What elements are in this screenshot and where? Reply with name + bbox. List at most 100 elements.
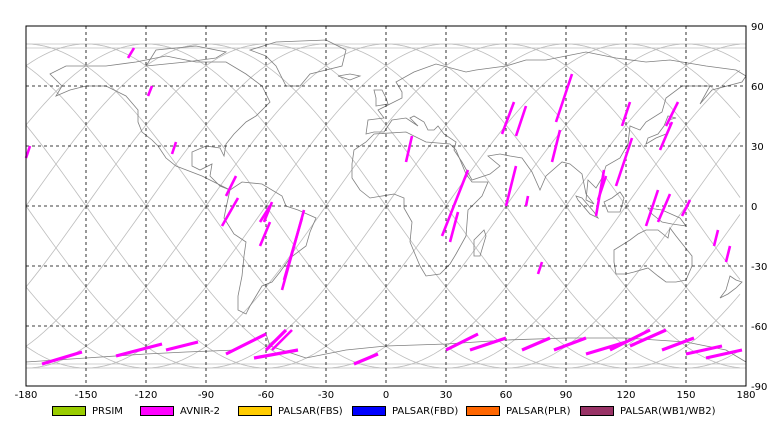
avnir2-footprint [282,217,304,281]
legend-item-avnir2: AVNIR-2 [140,404,220,418]
avnir2-footprint-antarctic [253,348,299,360]
avnir2-footprint [258,221,272,247]
avnir2-footprint-antarctic [705,348,743,360]
legend-swatch [580,406,614,416]
lat-tick-label: -30 [751,262,767,273]
legend-item-palsar-plr: PALSAR(PLR) [466,404,570,418]
lon-tick-label: 60 [500,390,513,400]
avnir2-footprint [644,189,660,227]
avnir2-footprint [554,73,574,123]
coastline-sumatra [575,195,600,220]
orbit-track [25,43,741,369]
avnir2-footprint [224,175,238,197]
avnir2-footprint [680,199,692,217]
legend-swatch [466,406,500,416]
avnir2-footprint [550,129,562,163]
avnir2-footprint-antarctic [629,328,667,348]
lat-tick-label: -90 [751,382,767,393]
avnir2-footprint-antarctic [165,340,199,352]
avnir2-footprint-antarctic [115,342,163,358]
avnir2-footprint [258,205,272,223]
avnir2-footprint [596,175,608,201]
avnir2-footprint [504,165,518,207]
avnir2-footprint-antarctic [685,344,723,356]
coverage-map: -180 -150 -120 -90 -60 -30 0 30 60 90 120 150 180 90… [15,22,768,400]
coastline-arctic-islands [145,45,228,67]
avnir2-footprint-antarctic [521,336,551,352]
lon-tick-label: 180 [736,390,755,400]
lon-tick-label: -150 [75,390,98,400]
graticule [26,26,746,386]
coastline-new-guinea [647,207,687,227]
avnir2-footprint [614,137,634,187]
lon-tick-label: -60 [258,390,274,400]
lon-tick-label: 150 [676,390,695,400]
legend-item-palsar-fbd: PALSAR(FBD) [352,404,458,418]
legend-swatch [238,406,272,416]
avnir2-footprint-antarctic [661,336,695,352]
legend: PRSIM AVNIR-2 PALSAR(FBS) PALSAR(FBD) PA… [0,400,770,422]
lon-tick-label: -30 [318,390,334,400]
avnir2-footprint [656,193,672,223]
legend-swatch [52,406,86,416]
avnir2-footprint [524,195,530,207]
legend-label: PALSAR(FBD) [392,405,459,417]
avnir2-footprint-antarctic [609,328,651,352]
lon-tick-label: -180 [15,390,38,400]
map-frame [25,25,747,387]
lon-tick-label: 0 [383,390,389,400]
avnir2-footprint [262,201,274,223]
lon-tick-label: -120 [135,390,158,400]
lon-tick-label: -90 [198,390,214,400]
avnir2-footprint [170,141,178,155]
legend-swatch [352,406,386,416]
legend-item-palsar-wb: PALSAR(WB1/WB2) [580,404,716,418]
avnir2-footprint [514,105,528,137]
coastline-north-america [49,55,271,191]
avnir2-footprint-antarctic [225,332,267,356]
avnir2-footprint-antarctic [264,328,288,352]
avnir2-footprint [24,145,32,159]
lat-tick-label: -60 [751,322,767,333]
avnir2-footprint-antarctic [41,350,83,366]
legend-item-palsar-fbs: PALSAR(FBS) [238,404,343,418]
coastline-british-isles [373,89,389,107]
avnir2-footprint [500,101,516,135]
avnir2-footprint [146,85,154,97]
legend-swatch [140,406,174,416]
lon-tick-label: 90 [560,390,573,400]
legend-item-prsim: PRSIM [52,404,123,418]
avnir2-footprint [126,47,136,59]
avnir2-footprint-antarctic [553,336,587,352]
legend-label: PRSIM [92,405,123,417]
coastline-africa [351,131,489,277]
avnir2-footprint [404,135,414,163]
legend-label: AVNIR-2 [180,405,220,417]
coastline-iceland [337,73,362,81]
avnir2-footprint [271,329,293,351]
coastline-japan [645,115,677,145]
orbit-track [25,43,741,369]
orbit-track [25,43,741,369]
lat-tick-label: 0 [751,202,757,213]
avnir2-footprint [220,197,240,227]
avnir2-footprint [664,101,680,127]
avnir2-footprint [536,261,544,275]
lon-tick-label: 120 [616,390,635,400]
avnir2-footprint [712,229,720,247]
legend-label: PALSAR(PLR) [506,405,571,417]
avnir2-footprint [620,101,632,127]
lon-tick-label: 30 [440,390,453,400]
avnir2-footprint-antarctic [469,336,507,352]
coastline-madagascar [473,229,487,257]
lat-tick-label: 30 [751,142,764,153]
legend-label: PALSAR(WB1/WB2) [620,405,716,417]
legend-label: PALSAR(FBS) [278,405,343,417]
avnir2-footprint-antarctic [353,352,379,366]
avnir2-footprints [24,47,743,366]
orbit-track [25,43,741,369]
longitude-labels: -180 -150 -120 -90 -60 -30 0 30 60 90 120 150 180 [15,390,756,400]
avnir2-footprint [440,169,470,237]
avnir2-footprint [724,245,732,263]
lat-tick-label: 90 [751,22,764,33]
